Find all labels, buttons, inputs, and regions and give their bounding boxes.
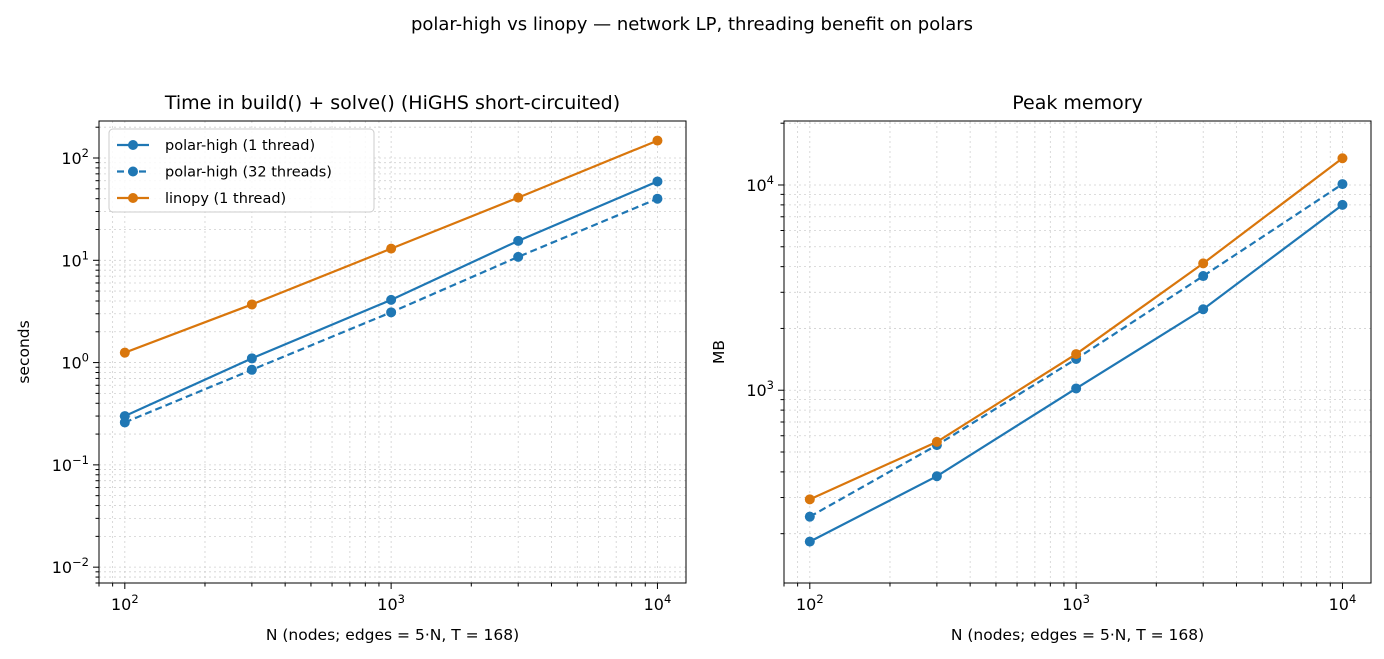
x-tick-base: 10 bbox=[377, 595, 397, 614]
x-axis-label: N (nodes; edges = 5·N, T = 168) bbox=[266, 626, 519, 644]
data-point bbox=[119, 417, 130, 428]
y-tick-base: 10 bbox=[61, 354, 81, 373]
data-point bbox=[1198, 304, 1209, 315]
y-tick-label: 10−1 bbox=[52, 453, 89, 475]
x-tick-exponent: 4 bbox=[664, 592, 671, 606]
data-point bbox=[804, 511, 815, 522]
series-0 bbox=[804, 199, 1348, 547]
legend: polar-high (1 thread) polar-high (32 thre… bbox=[108, 128, 375, 213]
data-point bbox=[1198, 271, 1209, 282]
legend-marker bbox=[128, 140, 138, 150]
plot-frame bbox=[783, 120, 1372, 584]
y-tick-label: 10−2 bbox=[52, 555, 89, 577]
data-point bbox=[804, 536, 815, 547]
x-tick-exponent: 3 bbox=[398, 592, 405, 606]
x-tick-label: 102 bbox=[796, 592, 824, 614]
data-point bbox=[804, 494, 815, 505]
x-tick-label: 103 bbox=[1062, 592, 1090, 614]
y-tick-base: 10 bbox=[52, 456, 72, 475]
figure-suptitle: polar-high vs linopy — network LP, threa… bbox=[411, 14, 973, 35]
legend-label: polar-high (1 thread) bbox=[165, 138, 315, 154]
series-0 bbox=[119, 176, 663, 422]
data-point bbox=[931, 471, 942, 482]
legend-label: polar-high (32 threads) bbox=[165, 165, 332, 181]
data-point bbox=[246, 299, 257, 310]
data-point bbox=[652, 193, 663, 204]
legend-label: linopy (1 thread) bbox=[165, 191, 286, 207]
y-axis-label: seconds bbox=[15, 320, 33, 383]
y-tick-exponent: 3 bbox=[767, 378, 774, 392]
series-2 bbox=[119, 135, 663, 358]
x-tick-label: 102 bbox=[111, 592, 139, 614]
data-point bbox=[652, 176, 663, 187]
x-tick-label: 104 bbox=[644, 592, 672, 614]
y-tick-exponent: 1 bbox=[82, 248, 89, 262]
data-point bbox=[513, 235, 524, 246]
data-point bbox=[386, 294, 397, 305]
x-tick-label: 103 bbox=[377, 592, 405, 614]
y-tick-exponent: 2 bbox=[82, 146, 89, 160]
x-tick-exponent: 2 bbox=[816, 592, 823, 606]
y-tick-exponent: −1 bbox=[72, 453, 89, 467]
data-point bbox=[386, 243, 397, 254]
x-tick-exponent: 4 bbox=[1349, 592, 1356, 606]
y-tick-exponent: 0 bbox=[82, 351, 89, 365]
y-tick-label: 100 bbox=[61, 351, 89, 373]
series-1 bbox=[119, 193, 663, 428]
data-point bbox=[652, 135, 663, 146]
y-axis-label: MB bbox=[710, 340, 728, 364]
data-point bbox=[1337, 153, 1348, 164]
data-point bbox=[513, 192, 524, 203]
data-point bbox=[119, 347, 130, 358]
data-point bbox=[1198, 258, 1209, 269]
y-tick-exponent: 4 bbox=[767, 173, 774, 187]
legend-marker bbox=[128, 166, 138, 177]
data-point bbox=[1337, 199, 1348, 210]
x-tick-exponent: 3 bbox=[1083, 592, 1090, 606]
y-tick-base: 10 bbox=[52, 558, 72, 577]
x-tick-base: 10 bbox=[1062, 595, 1082, 614]
y-tick-label: 102 bbox=[61, 146, 89, 168]
y-tick-base: 10 bbox=[746, 176, 766, 195]
data-point bbox=[246, 353, 257, 364]
legend-box bbox=[108, 128, 375, 213]
chart-title: Time in build() + solve() (HiGHS short-c… bbox=[164, 92, 620, 114]
y-tick-label: 104 bbox=[746, 173, 774, 195]
y-tick-base: 10 bbox=[746, 381, 766, 400]
x-tick-base: 10 bbox=[1329, 595, 1349, 614]
data-point bbox=[513, 251, 524, 262]
x-tick-base: 10 bbox=[644, 595, 664, 614]
y-tick-base: 10 bbox=[61, 251, 81, 270]
data-point bbox=[1337, 179, 1348, 190]
legend-marker bbox=[128, 193, 138, 203]
x-tick-label: 104 bbox=[1329, 592, 1357, 614]
y-tick-label: 103 bbox=[746, 378, 774, 400]
series-2 bbox=[804, 153, 1348, 505]
data-point bbox=[1071, 349, 1082, 360]
x-axis-label: N (nodes; edges = 5·N, T = 168) bbox=[951, 626, 1204, 644]
data-point bbox=[1071, 383, 1082, 394]
x-tick-base: 10 bbox=[111, 595, 131, 614]
y-tick-base: 10 bbox=[61, 149, 81, 168]
data-point bbox=[246, 364, 257, 375]
y-tick-label: 101 bbox=[61, 248, 89, 270]
plot-frame bbox=[98, 120, 687, 584]
data-point bbox=[931, 436, 942, 447]
x-tick-exponent: 2 bbox=[131, 592, 138, 606]
data-point bbox=[386, 307, 397, 318]
y-tick-exponent: −2 bbox=[72, 555, 89, 569]
x-tick-base: 10 bbox=[796, 595, 816, 614]
chart-title: Peak memory bbox=[1012, 92, 1143, 114]
